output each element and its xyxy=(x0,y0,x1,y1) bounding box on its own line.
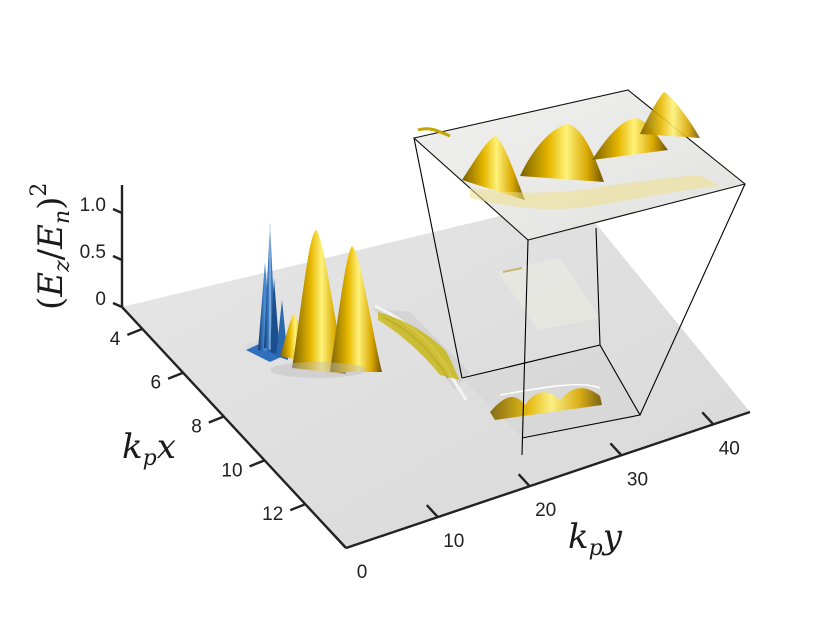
z-tick-label: 0.5 xyxy=(80,242,106,263)
x-tick-label: 10 xyxy=(221,460,242,481)
y-tick-label: 30 xyxy=(627,469,648,490)
z-tick-label: 1.0 xyxy=(80,195,106,216)
zoom-region-plane xyxy=(462,258,640,438)
z-tick xyxy=(112,254,123,262)
y-tick xyxy=(517,473,531,487)
z-tick xyxy=(112,301,123,309)
x-tick xyxy=(208,415,225,424)
x-tick xyxy=(249,459,265,468)
zoom-frustum xyxy=(413,137,746,456)
y-tick xyxy=(425,504,439,518)
base-plane xyxy=(122,198,750,548)
y-tick-label: 20 xyxy=(535,500,556,521)
z-tick xyxy=(112,207,123,215)
axes xyxy=(120,185,751,550)
x-tick xyxy=(126,327,143,337)
negative-spike xyxy=(246,222,292,362)
x-tick xyxy=(167,371,184,380)
y-tick xyxy=(701,411,715,426)
x-axis-label: kpx xyxy=(122,427,176,471)
x-tick-label: 4 xyxy=(110,329,121,350)
peak-trail xyxy=(378,312,460,380)
axis-ticks: 4 6 8 10 12 0 10 20 30 40 0 0.5 1.0 xyxy=(80,195,740,583)
y-tick-label: 10 xyxy=(443,531,464,552)
x-tick-label: 12 xyxy=(262,504,283,525)
peak-large-1 xyxy=(292,230,346,374)
z-tick-label: 0 xyxy=(95,289,106,310)
peak-large-2 xyxy=(330,246,382,372)
x-tick-label: 6 xyxy=(151,373,162,394)
x-tick xyxy=(289,503,306,512)
positive-peaks xyxy=(270,230,460,380)
zoom-inset xyxy=(412,89,747,241)
y-axis-label: kpy xyxy=(568,517,623,561)
y-tick xyxy=(334,535,347,549)
y-tick-label: 40 xyxy=(719,438,740,459)
y-tick-label: 0 xyxy=(357,562,368,583)
x-tick-label: 8 xyxy=(191,417,202,438)
z-axis-label: (Ez/En)2 xyxy=(27,183,75,310)
y-tick xyxy=(609,442,623,457)
